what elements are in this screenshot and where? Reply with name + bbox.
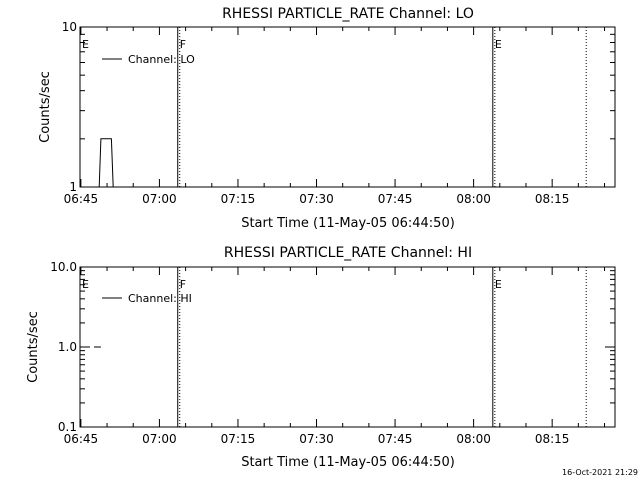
y-tick-label: 1 — [69, 180, 77, 194]
x-tick-label: 07:45 — [378, 432, 413, 446]
x-tick-label: 07:15 — [221, 432, 256, 446]
x-axis-label-lo: Start Time (11-May-05 06:44:50) — [241, 216, 455, 231]
panel-lo: RHESSI PARTICLE_RATE Channel: LO Start T… — [38, 6, 616, 231]
x-tick-label: 08:00 — [456, 192, 491, 206]
x-axis-label-hi: Start Time (11-May-05 06:44:50) — [241, 455, 455, 470]
x-tick-label: 07:30 — [299, 192, 334, 206]
panel-hi: RHESSI PARTICLE_RATE Channel: HI Start T… — [26, 245, 616, 470]
y-axis-label-hi: Counts/sec — [26, 311, 41, 383]
x-tick-label: 06:45 — [64, 192, 99, 206]
y-tick-label: 1.0 — [58, 340, 77, 354]
event-label: E — [495, 278, 502, 291]
chart-title-hi: RHESSI PARTICLE_RATE Channel: HI — [224, 245, 472, 261]
x-tick-label: 08:15 — [535, 432, 570, 446]
y-tick-label: 10.0 — [50, 260, 77, 274]
x-tick-label: 07:30 — [299, 432, 334, 446]
series-line — [98, 138, 114, 188]
y-tick-label: 10 — [62, 20, 77, 34]
event-label: E — [82, 38, 89, 51]
x-tick-label: 07:45 — [378, 192, 413, 206]
event-label: E — [82, 278, 89, 291]
event-label: F — [180, 38, 186, 51]
chart-title-lo: RHESSI PARTICLE_RATE Channel: LO — [222, 6, 474, 22]
x-tick-label: 06:45 — [64, 432, 99, 446]
legend-label-hi: Channel: HI — [128, 292, 192, 305]
plot-frame-hi — [79, 266, 616, 428]
x-tick-label: 07:00 — [142, 192, 177, 206]
plot-frame-lo — [79, 26, 616, 188]
y-tick-label: 0.1 — [58, 420, 77, 434]
event-label: F — [180, 278, 186, 291]
y-axis-label-lo: Counts/sec — [38, 71, 53, 143]
x-tick-label: 08:15 — [535, 192, 570, 206]
event-label: E — [495, 38, 502, 51]
x-tick-label: 07:00 — [142, 432, 177, 446]
footer-timestamp: 16-Oct-2021 21:29 — [562, 468, 638, 477]
x-tick-label: 08:00 — [456, 432, 491, 446]
legend-label-lo: Channel: LO — [128, 53, 195, 66]
x-tick-label: 07:15 — [221, 192, 256, 206]
